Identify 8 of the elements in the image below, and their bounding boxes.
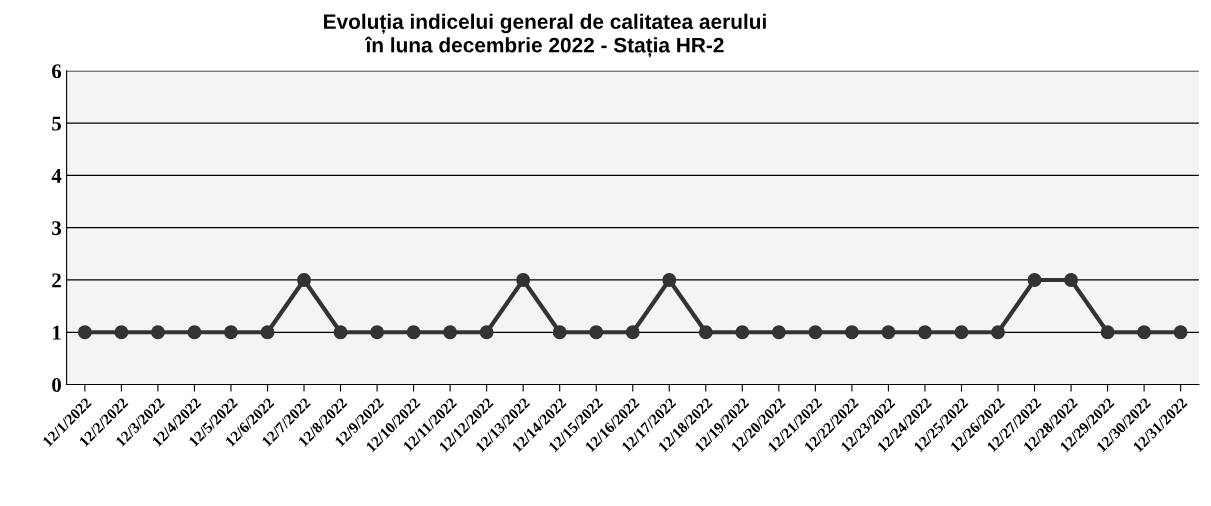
- y-tick-label: 3: [52, 221, 62, 236]
- y-tick-label: 0: [52, 377, 61, 392]
- y-tick-label: 4: [51, 168, 62, 183]
- y-tick-label: 1: [53, 325, 61, 340]
- y-tick-label: 5: [52, 116, 61, 131]
- chart-title: Evoluția indicelui general de calitatea aerului în luna decembrie 2022 - Stația HR-2: [324, 13, 766, 58]
- y-tick-label: 2: [52, 273, 61, 288]
- y-tick-label: 6: [52, 64, 62, 79]
